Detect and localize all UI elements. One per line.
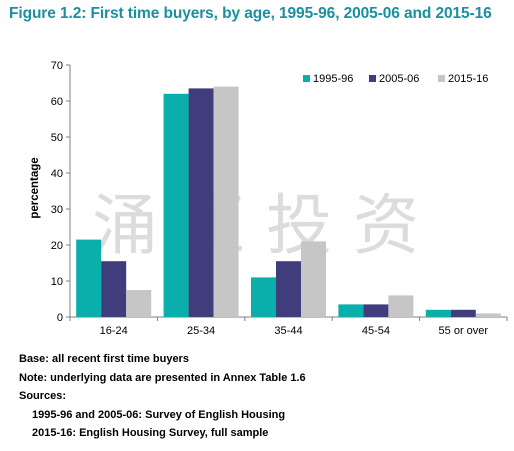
bar-2005-06-45-54 bbox=[363, 304, 389, 317]
bar-2015-16-35-44 bbox=[301, 241, 326, 317]
y-tick-label: 70 bbox=[51, 60, 63, 72]
y-tick-label: 60 bbox=[51, 96, 63, 108]
x-tick-label: 45-54 bbox=[362, 325, 390, 337]
legend-label-2015-16: 2015-16 bbox=[448, 73, 488, 85]
bar-2015-16-16-24 bbox=[126, 290, 152, 317]
legend: 1995-96 2005-06 2015-16 bbox=[303, 73, 488, 85]
bar-2005-06-55 or over bbox=[450, 309, 476, 317]
figure-notes: Base: all recent first time buyers Note:… bbox=[19, 350, 306, 443]
bar-2015-16-25-34 bbox=[213, 86, 239, 317]
bar-1995-96-45-54 bbox=[338, 304, 364, 317]
base-note: Base: all recent first time buyers bbox=[19, 353, 189, 365]
source-1: 1995-96 and 2005-06: Survey of English H… bbox=[32, 408, 286, 421]
underlying-data-note: Note: underlying data are presented in A… bbox=[19, 371, 306, 384]
bar-1995-96-55 or over bbox=[425, 309, 451, 317]
y-tick-label: 50 bbox=[51, 132, 63, 144]
bars bbox=[76, 86, 501, 318]
bar-1995-96-25-34 bbox=[163, 93, 189, 317]
sources-label: Sources: bbox=[19, 390, 67, 402]
legend-label-2005-06: 2005-06 bbox=[379, 73, 419, 85]
x-tick-label: 55 or over bbox=[439, 325, 489, 337]
axes: 0 10 20 30 40 50 60 70 percentage 16-24 25-34 35-44… bbox=[29, 60, 508, 337]
y-tick-label: 0 bbox=[57, 312, 63, 324]
watermark-text: 涌 匡 投 资 bbox=[92, 187, 419, 264]
figure-title: Figure 1.2: First time buyers, by age, 1… bbox=[9, 5, 492, 22]
x-tick-label: 35-44 bbox=[274, 325, 302, 337]
bar-2005-06-25-34 bbox=[188, 88, 214, 318]
watermark: 涌 匡 投 资 bbox=[92, 187, 419, 264]
y-tick-label: 10 bbox=[51, 276, 63, 288]
legend-swatch-1995-96 bbox=[303, 75, 310, 82]
x-tick-label: 25-34 bbox=[187, 325, 215, 337]
y-tick-label: 40 bbox=[51, 168, 63, 180]
bar-2005-06-16-24 bbox=[101, 261, 127, 317]
x-tick-label: 16-24 bbox=[100, 325, 128, 337]
y-axis-label: percentage bbox=[29, 157, 41, 218]
legend-label-1995-96: 1995-96 bbox=[313, 73, 353, 85]
legend-swatch-2015-16 bbox=[438, 75, 445, 82]
bar-1995-96-16-24 bbox=[76, 239, 102, 317]
y-tick-label: 20 bbox=[51, 240, 63, 252]
bar-2015-16-45-54 bbox=[388, 295, 414, 317]
bar-2015-16-55 or over bbox=[475, 313, 501, 317]
source-2: 2015-16: English Housing Survey, full sa… bbox=[32, 427, 269, 439]
legend-swatch-2005-06 bbox=[369, 75, 376, 82]
bar-2005-06-35-44 bbox=[276, 261, 301, 317]
y-tick-label: 30 bbox=[51, 204, 63, 216]
bar-1995-96-35-44 bbox=[251, 277, 276, 317]
